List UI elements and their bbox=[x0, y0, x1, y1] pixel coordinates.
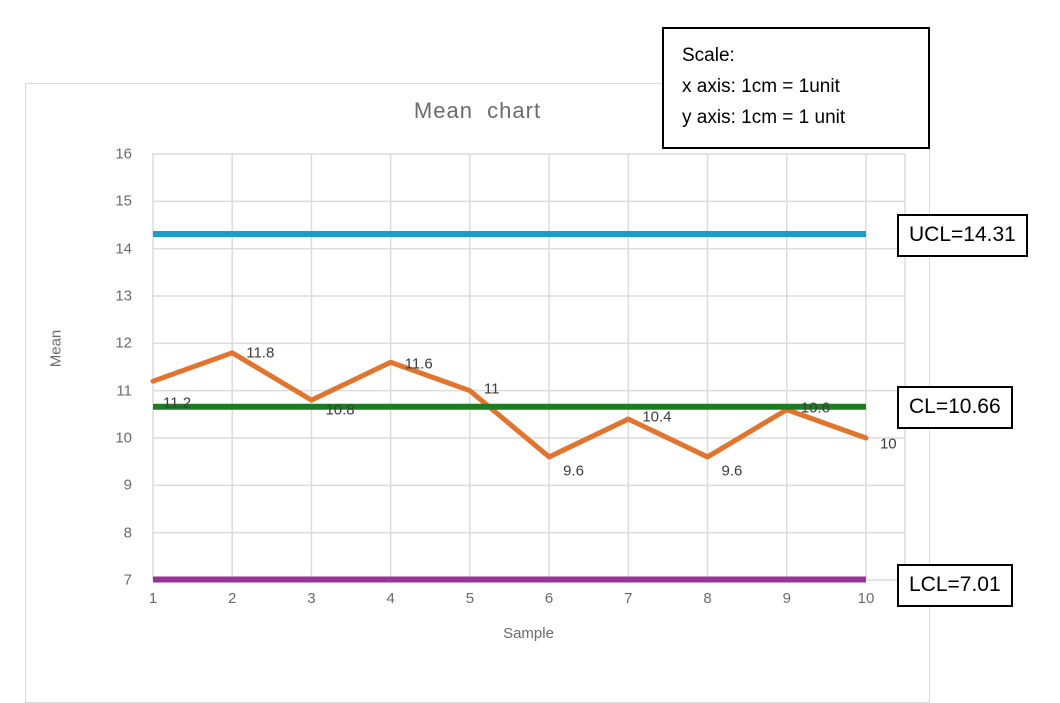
x-tick-label: 8 bbox=[703, 590, 712, 607]
y-tick-label: 10 bbox=[115, 429, 132, 447]
x-tick-label: 4 bbox=[386, 590, 395, 607]
y-tick-label: 16 bbox=[115, 145, 132, 163]
data-point-label: 11.2 bbox=[163, 394, 192, 412]
x-tick-label: 3 bbox=[307, 590, 316, 607]
y-axis-title: Mean bbox=[47, 329, 65, 368]
data-point-label: 11.6 bbox=[404, 355, 433, 373]
x-tick-label: 5 bbox=[465, 590, 475, 607]
x-axis-ticks: 1 2 3 4 5 6 7 8 9 10 bbox=[149, 590, 905, 614]
x-tick-label: 1 bbox=[148, 590, 158, 607]
y-tick-label: 14 bbox=[115, 240, 132, 258]
y-tick-label: 9 bbox=[123, 476, 132, 494]
y-tick-label: 15 bbox=[115, 192, 132, 210]
scale-x-axis-text: x axis: 1cm = 1unit bbox=[682, 75, 840, 97]
cl-annotation-box: CL=10.66 bbox=[897, 386, 1013, 429]
series-line-mean bbox=[150, 350, 869, 460]
y-tick-label: 13 bbox=[115, 287, 132, 305]
ucl-annotation-box: UCL=14.31 bbox=[897, 214, 1028, 257]
data-point-label: 10.6 bbox=[800, 399, 830, 417]
data-series-layer bbox=[150, 230, 869, 583]
x-tick-label: 2 bbox=[228, 590, 237, 607]
x-tick-label: 7 bbox=[624, 590, 633, 607]
scale-legend-box: Scale: x axis: 1cm = 1unit y axis: 1cm =… bbox=[662, 27, 930, 150]
data-point-label: 11 bbox=[483, 380, 500, 398]
scale-y-axis-text: y axis: 1cm = 1 unit bbox=[682, 106, 846, 128]
data-point-label: 10.4 bbox=[642, 408, 672, 426]
y-tick-label: 7 bbox=[123, 571, 132, 589]
x-axis-title: Sample bbox=[503, 625, 554, 642]
y-tick-label: 8 bbox=[123, 524, 132, 542]
plot-area bbox=[150, 153, 906, 583]
x-tick-label: 9 bbox=[782, 590, 791, 607]
data-point-label: 9.6 bbox=[721, 462, 743, 480]
data-point-label: 11.8 bbox=[246, 344, 275, 362]
data-point-label: 10.8 bbox=[325, 401, 355, 419]
chart-card bbox=[25, 83, 930, 703]
data-point-label: 10 bbox=[879, 435, 897, 453]
y-axis-ticks: 16 15 14 13 12 11 10 9 8 7 bbox=[72, 146, 132, 589]
scale-heading: Scale: bbox=[682, 45, 735, 66]
lcl-annotation-box: LCL=7.01 bbox=[897, 564, 1013, 607]
y-tick-label: 12 bbox=[115, 334, 132, 352]
x-tick-label: 6 bbox=[544, 590, 554, 607]
x-tick-label: 10 bbox=[857, 590, 875, 607]
y-tick-label: 11 bbox=[116, 382, 132, 400]
chart-title: Mean chart bbox=[413, 98, 542, 123]
data-point-label: 9.6 bbox=[563, 462, 584, 480]
